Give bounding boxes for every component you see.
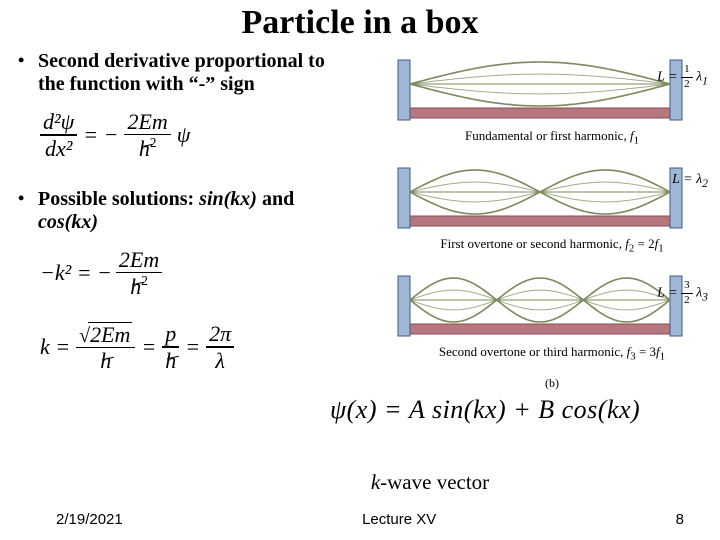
- harmonic-L-label: L = 12 λ1: [657, 64, 708, 90]
- harmonics-figure: L = 12 λ1 Fundamental or first harmonic, …: [392, 50, 712, 391]
- harmonic-L-label: L = λ2: [672, 172, 708, 190]
- equation-general-solution: ψ(x) = A sin(kx) + B cos(kx): [330, 395, 640, 425]
- harmonic-panel-1: L = 12 λ1 Fundamental or first harmonic, …: [392, 50, 712, 158]
- bullet-dot-icon: •: [18, 188, 38, 209]
- slide-footer: 2/19/2021 Lecture XV 8: [0, 511, 720, 528]
- harmonic-panel-3: L = 32 λ3 Second overtone or third harmon…: [392, 266, 712, 374]
- footer-date: 2/19/2021: [56, 511, 123, 528]
- bullet-dot-icon: •: [18, 50, 38, 71]
- footer-lecture: Lecture XV: [362, 511, 436, 528]
- footer-page: 8: [676, 511, 684, 528]
- harmonic-panel-2: L = λ2 First overtone or second harmonic,…: [392, 158, 712, 266]
- harmonic-caption: Fundamental or first harmonic, f1: [392, 128, 712, 147]
- harmonic-caption: Second overtone or third harmonic, f3 = …: [392, 344, 712, 363]
- figure-sublabel: (b): [392, 376, 712, 391]
- harmonic-L-label: L = 32 λ3: [657, 280, 708, 306]
- page-title: Particle in a box: [0, 0, 720, 42]
- bullet-1-text: Second derivative proportional to the fu…: [38, 50, 325, 96]
- k-wave-vector-label: k-wave vector: [330, 470, 530, 495]
- harmonic-caption: First overtone or second harmonic, f2 = …: [392, 236, 712, 255]
- bullet-2-text: Possible solutions: sin(kx) and cos(kx): [38, 188, 294, 234]
